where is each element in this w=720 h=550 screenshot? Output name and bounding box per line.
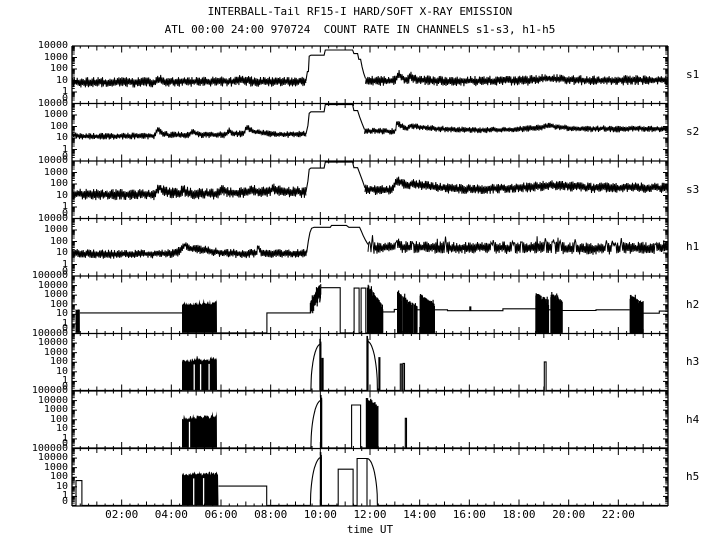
x-tick-label: 12:00 <box>353 508 387 521</box>
x-tick-label: 14:00 <box>403 508 437 521</box>
y-tick-label: 10 <box>55 247 68 258</box>
y-tick-label: 10 <box>55 365 68 377</box>
y-tick-label: 100 <box>49 356 68 368</box>
x-tick-label: 16:00 <box>452 508 486 521</box>
y-tick-label: 10000 <box>37 337 68 349</box>
y-tick-label: 100 <box>49 178 68 189</box>
y-tick-label: 0 <box>61 380 68 392</box>
panel-label: s2 <box>686 125 700 139</box>
panel-label: s1 <box>686 67 700 81</box>
y-tick-label: 100000 <box>31 270 68 281</box>
y-tick-label: 1 <box>61 490 68 502</box>
y-tick-label: 0 <box>61 93 68 104</box>
y-tick-label: 10000 <box>37 279 68 291</box>
y-tick-label: 10000 <box>37 40 68 51</box>
y-tick-label: 1 <box>61 201 68 212</box>
x-axis-title: time UT <box>346 523 394 536</box>
panel-s2-trace <box>71 104 669 140</box>
y-tick-label: 1000 <box>43 109 68 120</box>
y-tick-label: 100 <box>49 298 68 310</box>
y-tick-label: 10000 <box>37 155 68 166</box>
y-tick-label: 1000 <box>43 461 68 473</box>
y-tick-label: 10 <box>55 480 68 492</box>
panel-label: h3 <box>686 355 700 369</box>
y-tick-label: 100 <box>49 413 68 425</box>
x-tick-label: 10:00 <box>303 508 337 521</box>
y-tick-label: 10000 <box>37 452 68 464</box>
y-tick-label: 1 <box>61 432 68 444</box>
x-tick-label: 06:00 <box>204 508 238 521</box>
y-tick-label: 1000 <box>43 289 68 301</box>
panel-label: h2 <box>686 297 700 311</box>
y-tick-label: 10000 <box>37 97 68 109</box>
chart-subtitle: ATL 00:00 24:00 970724 COUNT RATE IN CHA… <box>164 23 556 36</box>
panel-label: s3 <box>686 182 700 196</box>
axis-ticks <box>71 45 669 507</box>
panel-label: h4 <box>686 412 700 426</box>
panel-label: h1 <box>686 240 700 254</box>
y-tick-label: 10 <box>55 74 68 86</box>
y-tick-label: 1 <box>61 375 68 387</box>
y-tick-label: 1000 <box>43 166 68 178</box>
x-tick-label: 08:00 <box>254 508 288 521</box>
x-tick-label: 18:00 <box>502 508 536 521</box>
y-tick-label: 1 <box>61 143 68 155</box>
y-tick-label: 0 <box>61 323 68 334</box>
y-tick-label: 100 <box>49 120 68 132</box>
y-tick-label: 10000 <box>37 394 68 406</box>
panel-h1-trace <box>71 224 668 259</box>
y-tick-label: 10 <box>55 132 68 143</box>
panel-s3-trace <box>71 161 668 201</box>
y-tick-label: 0 <box>61 438 68 449</box>
y-tick-label: 1000 <box>43 346 68 358</box>
panel-h3-trace <box>72 335 668 391</box>
panel-label: h5 <box>686 470 700 484</box>
panel-h4-trace <box>72 395 668 449</box>
panel-h2-trace <box>75 284 668 334</box>
chart-title: INTERBALL-Tail RF15-I HARD/SOFT X-RAY EM… <box>207 5 513 18</box>
x-tick-label: 22:00 <box>601 508 635 521</box>
y-tick-label: 1 <box>61 317 68 329</box>
y-tick-label: 1000 <box>43 404 68 416</box>
panel-s1-trace <box>71 49 668 88</box>
y-tick-label: 0 <box>61 265 68 277</box>
y-tick-label: 1000 <box>43 224 68 235</box>
y-tick-label: 10 <box>55 308 68 320</box>
x-tick-label: 20:00 <box>552 508 586 521</box>
y-tick-label: 100 <box>49 235 68 247</box>
y-tick-label: 1 <box>61 258 68 270</box>
y-tick-label: 10000 <box>37 212 68 224</box>
x-tick-label: 04:00 <box>154 508 188 521</box>
y-tick-label: 100000 <box>31 385 68 396</box>
y-tick-label: 0 <box>61 208 68 219</box>
y-tick-label: 100000 <box>31 327 68 339</box>
y-tick-label: 10 <box>55 423 68 435</box>
x-tick-label: 02:00 <box>105 508 139 521</box>
y-tick-label: 0 <box>61 495 68 507</box>
y-tick-label: 100000 <box>31 442 68 454</box>
y-tick-label: 1 <box>61 86 68 97</box>
panel-h5-trace <box>72 452 668 506</box>
y-tick-label: 10 <box>55 189 68 201</box>
y-tick-label: 1000 <box>43 51 68 63</box>
y-tick-label: 100 <box>49 471 68 483</box>
y-tick-label: 0 <box>61 150 68 162</box>
y-tick-label: 100 <box>49 63 68 74</box>
